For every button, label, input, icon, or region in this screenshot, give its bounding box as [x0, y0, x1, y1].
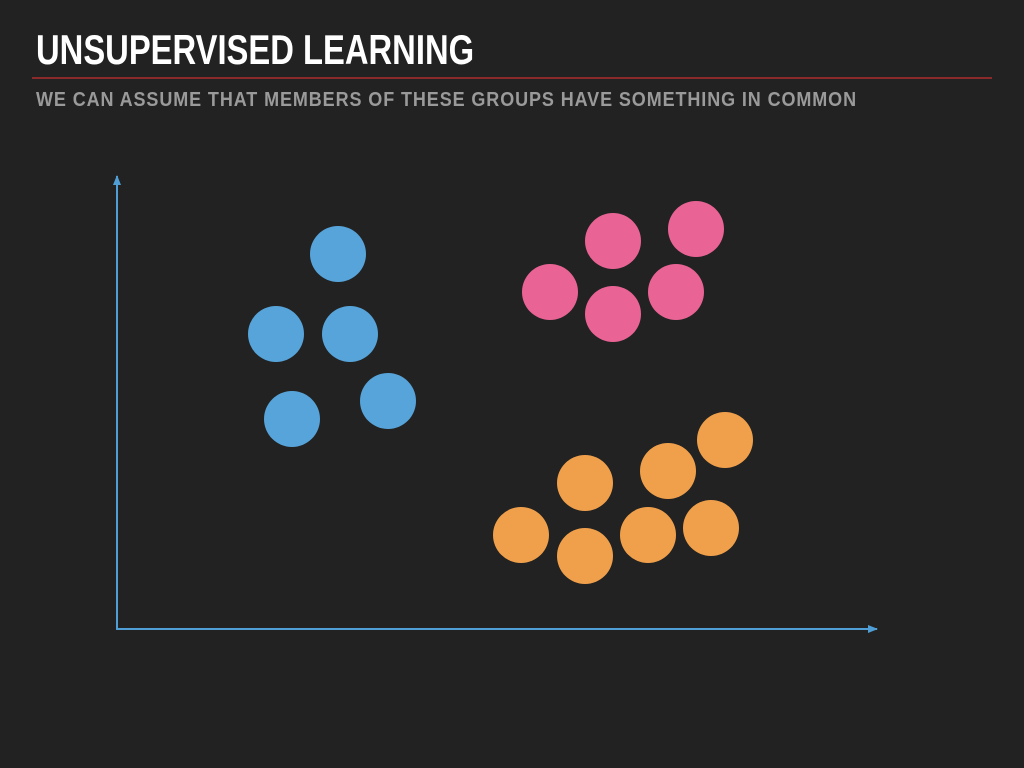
- data-point: [648, 264, 704, 320]
- data-point: [322, 306, 378, 362]
- cluster-pink: [522, 201, 724, 342]
- data-point: [620, 507, 676, 563]
- data-point: [683, 500, 739, 556]
- cluster-blue: [248, 226, 416, 447]
- data-point: [493, 507, 549, 563]
- slide-title: UNSUPERVISED LEARNING: [36, 26, 475, 73]
- data-point: [585, 213, 641, 269]
- data-point: [264, 391, 320, 447]
- slide-subtitle: WE CAN ASSUME THAT MEMBERS OF THESE GROU…: [36, 89, 857, 111]
- title-divider: [32, 77, 992, 79]
- data-point: [248, 306, 304, 362]
- data-point: [697, 412, 753, 468]
- data-point: [668, 201, 724, 257]
- data-point: [522, 264, 578, 320]
- data-point: [640, 443, 696, 499]
- cluster-orange: [493, 412, 753, 584]
- data-point: [585, 286, 641, 342]
- data-point: [557, 455, 613, 511]
- data-point: [310, 226, 366, 282]
- data-point: [360, 373, 416, 429]
- data-point: [557, 528, 613, 584]
